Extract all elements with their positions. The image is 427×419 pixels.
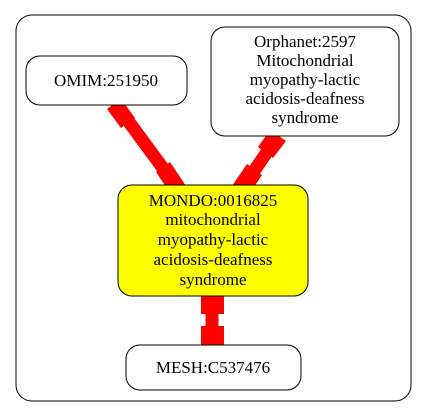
node-orphanet-line-0: Orphanet:2597 [254, 32, 356, 51]
node-mondo-line-2: myopathy-lactic [158, 230, 269, 249]
node-mondo[interactable]: MONDO:0016825 mitochondrial myopathy-lac… [117, 184, 309, 297]
node-mondo-line-0: MONDO:0016825 [149, 191, 277, 210]
node-orphanet-line-2: myopathy-lactic [250, 70, 361, 89]
node-mondo-line-4: syndrome [179, 270, 246, 289]
node-orphanet[interactable]: Orphanet:2597 Mitochondrial myopathy-lac… [210, 26, 400, 137]
node-mondo-line-1: mitochondrial [165, 210, 261, 229]
node-mesh[interactable]: MESH:C537476 [125, 344, 302, 391]
edge-mondo-mesh [201, 292, 224, 348]
node-omim[interactable]: OMIM:251950 [25, 55, 188, 106]
node-mondo-line-3: acidosis-deafness [154, 250, 273, 269]
node-mesh-line-0: MESH:C537476 [156, 358, 270, 377]
node-orphanet-line-4: syndrome [271, 108, 338, 127]
node-omim-line-0: OMIM:251950 [54, 71, 158, 90]
node-orphanet-line-1: Mitochondrial [256, 51, 354, 70]
node-orphanet-line-3: acidosis-deafness [246, 89, 365, 108]
